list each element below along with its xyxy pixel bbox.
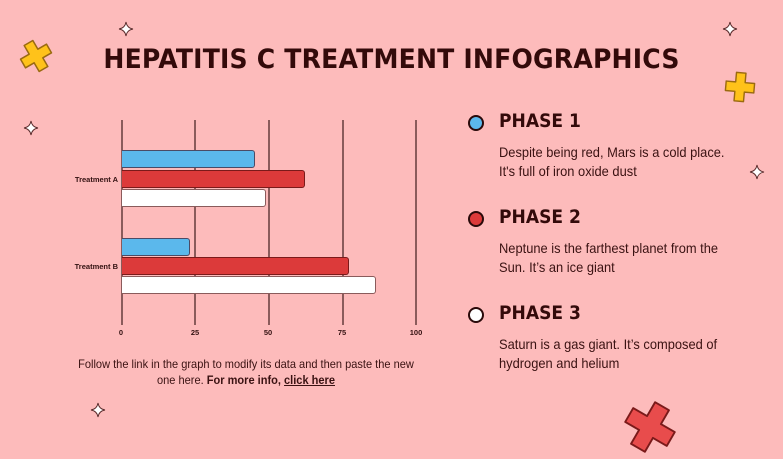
- bar-a-phase2: [122, 169, 305, 188]
- plus-yellow-icon: [724, 71, 756, 103]
- sparkle-icon: [722, 21, 738, 37]
- phase1-dot-icon: [468, 115, 484, 131]
- chart-note: Follow the link in the graph to modify i…: [68, 356, 425, 388]
- phase-title: PHASE 2: [499, 206, 581, 228]
- category-label: Treatment B: [74, 262, 118, 271]
- bar-b-phase2: [122, 257, 349, 275]
- sparkle-icon: [749, 164, 765, 180]
- x-tick: 50: [263, 328, 273, 337]
- gridline: [121, 120, 123, 325]
- plus-yellow-icon: [19, 39, 53, 73]
- phase-title: PHASE 1: [499, 110, 581, 132]
- x-tick: 75: [337, 328, 347, 337]
- plus-red-icon: [624, 401, 676, 453]
- phase-text: Saturn is a gas giant. It’s composed of …: [499, 336, 718, 371]
- note-text: Follow the link in the graph to modify i…: [78, 357, 414, 387]
- gridline: [415, 120, 417, 325]
- bar-a-phase1: [122, 150, 255, 168]
- bar-b-phase3: [122, 276, 376, 294]
- bar-a-phase3: [122, 189, 266, 207]
- phase2-dot-icon: [468, 211, 484, 227]
- x-tick: 25: [190, 328, 200, 337]
- note-bold: For more info,: [206, 373, 281, 387]
- phase-title: PHASE 3: [499, 302, 581, 324]
- gridline: [268, 120, 270, 325]
- sparkle-icon: [118, 21, 134, 37]
- sparkle-icon: [90, 402, 106, 418]
- gridline: [342, 120, 344, 325]
- bar-b-phase1: [122, 237, 190, 256]
- category-label: Treatment A: [74, 175, 118, 184]
- phase3-dot-icon: [468, 307, 484, 323]
- sparkle-icon: [23, 120, 39, 136]
- x-tick: 100: [409, 328, 423, 337]
- gridline: [194, 120, 196, 325]
- x-tick: 0: [118, 328, 124, 337]
- phase-text: Neptune is the farthest planet from the …: [499, 240, 719, 275]
- bar-chart[interactable]: Treatment A Treatment B 0 25 50 75 100: [0, 0, 450, 345]
- click-here-link[interactable]: click here: [284, 373, 335, 387]
- page-title: HEPATITIS C TREATMENT INFOGRAPHICS: [103, 44, 680, 75]
- phase-text: Despite being red, Mars is a cold place.…: [499, 144, 725, 179]
